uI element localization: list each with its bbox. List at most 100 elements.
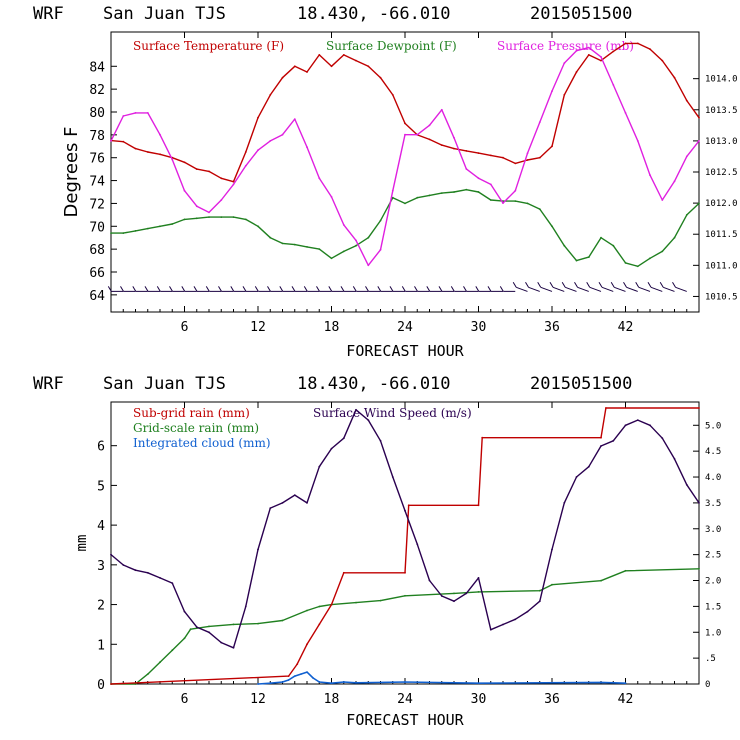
dewpoint-line-point [636, 265, 639, 268]
pressure-line-point [159, 133, 161, 136]
wind-barb-flag [328, 286, 333, 292]
wind-barb-flag [549, 282, 554, 288]
integrated-cloud-line-point [300, 673, 302, 675]
wind-barb [659, 282, 675, 292]
wind-speed-line-point [526, 610, 529, 613]
top-y2-tick-label: 1013.0 [705, 137, 738, 147]
gridscale-rain-line-point [355, 601, 357, 604]
wind-barb-flag [487, 286, 492, 292]
temperature-line-point [208, 170, 210, 173]
wind-barb [463, 286, 479, 292]
top-y-tick-label: 72 [89, 197, 105, 212]
wind-barb-flag [389, 286, 394, 292]
wind-barb [561, 282, 577, 292]
dewpoint-line-point [269, 236, 272, 239]
top-y-tick-label: 68 [89, 243, 105, 258]
wind-speed-line-point [685, 483, 688, 486]
wind-barb-shaft [540, 286, 553, 292]
integrated-cloud-line-point [281, 681, 284, 683]
wind-speed-line-point [110, 553, 112, 556]
wind-barb [328, 286, 344, 292]
temperature-line-point [404, 122, 406, 125]
top-header-station: San Juan TJS [103, 4, 226, 24]
wind-speed-line-point [342, 437, 345, 440]
pressure-line-point [563, 62, 566, 64]
wind-barb-shaft [614, 286, 626, 292]
temperature-line-point [293, 65, 296, 68]
wind-barb-flag [426, 286, 431, 292]
pressure-line-point [636, 140, 639, 142]
top-y-tick-label: 76 [89, 152, 105, 167]
subgrid-rain-line-point [342, 571, 345, 574]
bottom-y-tick-label: 6 [97, 440, 105, 455]
top-y-tick-label: 66 [89, 266, 105, 281]
top-y2-tick-label: 1012.5 [705, 168, 738, 178]
wind-speed-line-point [220, 641, 223, 644]
integrated-cloud-line-point [342, 681, 345, 683]
dewpoint-line-point [673, 236, 676, 239]
temperature-line-point [379, 76, 382, 79]
gridscale-rain-line-point [306, 609, 308, 612]
wind-barb [450, 286, 467, 292]
wind-barb [230, 286, 246, 292]
bottom-y2-tick-label: .5 [705, 654, 716, 664]
dewpoint-line-point [404, 202, 406, 205]
temperature-line-point [600, 59, 602, 62]
gridscale-rain-line-point [453, 592, 455, 595]
wind-speed-line-point [502, 623, 504, 626]
pressure-line-point [134, 112, 137, 114]
temperature-line-point [465, 150, 468, 152]
wind-barb [218, 286, 234, 292]
integrated-cloud-line-point [287, 679, 290, 681]
temperature-line-point [649, 48, 651, 50]
wind-speed-line-point [269, 507, 272, 509]
wind-barb-shaft [577, 286, 589, 292]
wind-speed-line-point [134, 569, 137, 572]
wind-barb-shaft [601, 286, 614, 292]
temperature-line-point [306, 71, 308, 73]
dewpoint-line-point [391, 196, 394, 199]
wind-barb [598, 282, 614, 292]
wind-barb-flag [303, 286, 308, 292]
pressure-line-point [171, 158, 174, 161]
wind-barb-flag [291, 286, 296, 292]
gridscale-rain-line-point [159, 661, 161, 664]
wind-barb [438, 286, 455, 292]
wind-barb-shaft [675, 286, 687, 292]
bottom-y2-tick-label: 1.5 [705, 602, 721, 612]
dewpoint-line-point [453, 191, 455, 193]
wind-barb [365, 286, 381, 292]
top-y-ticks: 64 66 68 70 72 74 76 78 80 82 84 [89, 60, 117, 304]
bottom-y2-tick-label: 4.5 [705, 447, 721, 457]
wind-barb-shaft [589, 286, 602, 292]
temperature-line-point [440, 144, 443, 147]
gridscale-rain-line-point [232, 623, 235, 626]
temperature-line-point [673, 76, 676, 79]
integrated-cloud-line-point [318, 681, 321, 683]
wind-barb-flag [156, 286, 161, 292]
dewpoint-line-point [698, 202, 700, 205]
gridscale-rain-line-point [624, 569, 627, 572]
top-y-tick-label: 74 [89, 175, 105, 190]
dewpoint-line-point [110, 232, 112, 235]
temperature-line-point [330, 65, 333, 68]
bottom-y2-ticks: 0 .5 1.0 1.5 2.0 2.5 3.0 3.5 4.0 4.5 5.0 [693, 421, 721, 690]
dewpoint-line-point [232, 216, 235, 219]
wind-barb-flag [377, 286, 382, 292]
wind-barb-flag [132, 286, 137, 292]
temperature-line-point [367, 65, 370, 68]
bottom-y-tick-label: 2 [97, 599, 105, 614]
legend-integrated-cloud: Integrated cloud (mm) [133, 436, 271, 450]
wind-barb [537, 282, 553, 292]
wind-speed-line-point [575, 476, 578, 478]
legend-surface-dewpoint: Surface Dewpoint (F) [326, 39, 457, 53]
dewpoint-line-point [257, 225, 259, 228]
temperature-line-point [428, 138, 431, 141]
temperature-line-point [318, 54, 321, 56]
pressure-line-point [330, 196, 333, 198]
wind-speed-line-point [551, 548, 553, 551]
subgrid-rain-line-point [600, 436, 602, 439]
temperature-line-point [232, 180, 235, 183]
wind-barb [242, 286, 259, 292]
top-x-tick-label: 36 [544, 320, 560, 335]
